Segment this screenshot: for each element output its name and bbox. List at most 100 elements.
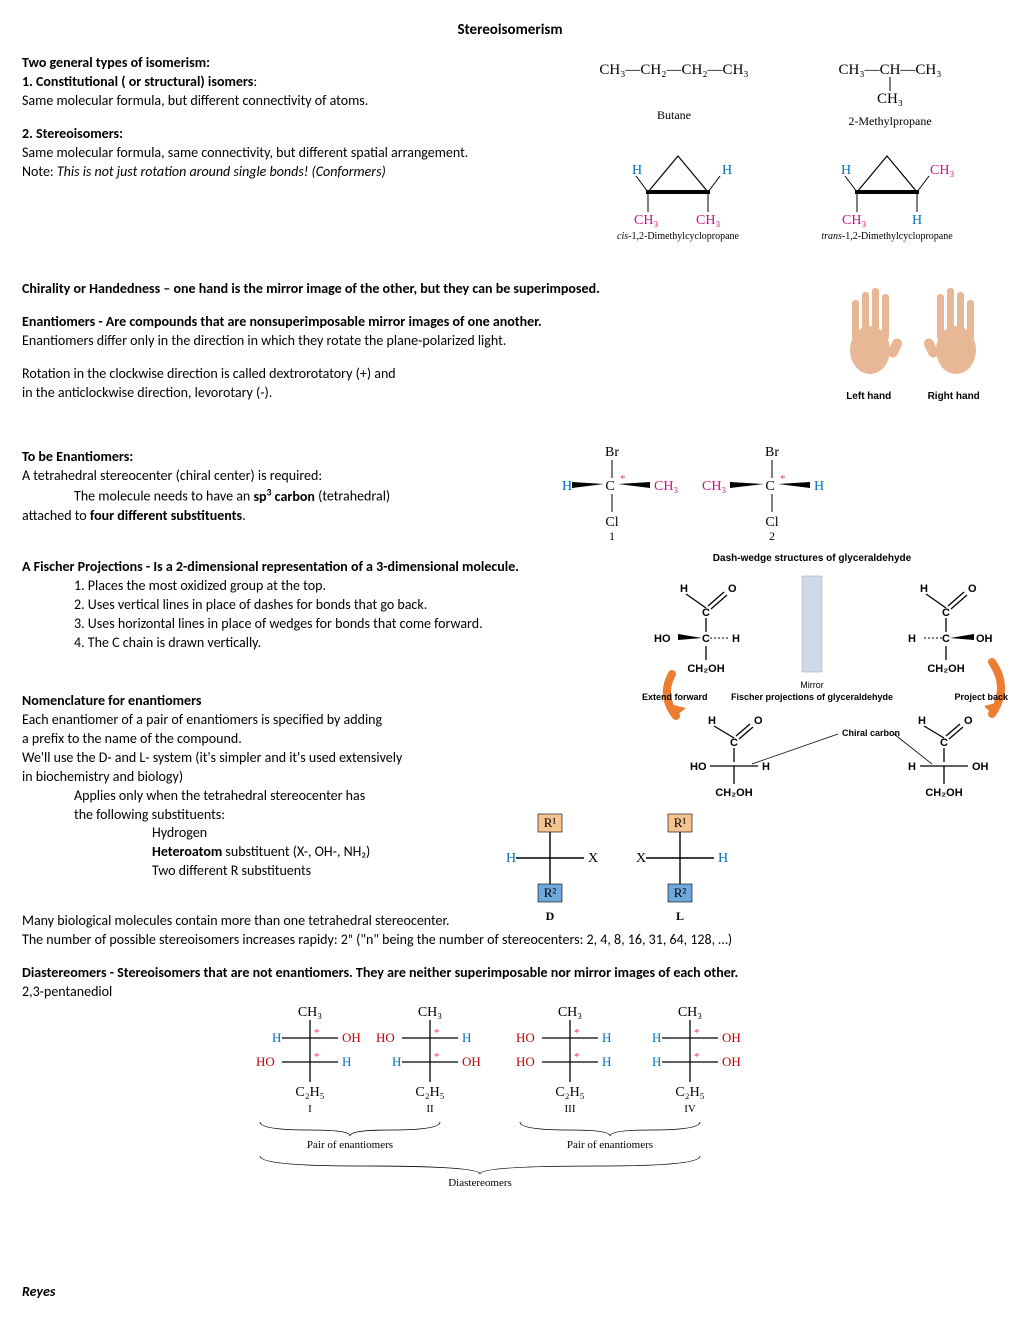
svg-text:H: H bbox=[562, 479, 572, 494]
svg-text:1: 1 bbox=[609, 529, 615, 542]
svg-text:H: H bbox=[506, 851, 516, 866]
figure-cis-cyclopropane: H H CH₃ CH₃ cis-1,2-Dimethylcyclopropane bbox=[588, 150, 768, 244]
svg-text:H: H bbox=[602, 1030, 611, 1045]
svg-text:C₂H₅: C₂H₅ bbox=[675, 1085, 704, 1100]
svg-text:2: 2 bbox=[769, 529, 775, 542]
svg-text:Pair of enantiomers: Pair of enantiomers bbox=[307, 1139, 393, 1151]
svg-text:CH₃: CH₃ bbox=[298, 1005, 322, 1020]
nomen-l4: in biochemistry and biology) bbox=[22, 768, 512, 787]
svg-text:Br: Br bbox=[605, 445, 619, 460]
svg-text:H: H bbox=[718, 851, 728, 866]
svg-text:C₂H₅: C₂H₅ bbox=[295, 1085, 324, 1100]
svg-text:L: L bbox=[676, 909, 684, 923]
intro-item1-desc: Same molecular formula, but different co… bbox=[22, 92, 582, 111]
intro-item2-title: 2. Stereoisomers: bbox=[22, 125, 582, 144]
svg-text:II: II bbox=[426, 1103, 434, 1115]
svg-text:H: H bbox=[342, 1054, 351, 1069]
figure-butane: CH₃—CH₂—CH₂—CH₃ Butane bbox=[574, 60, 774, 122]
svg-text:CH₃: CH₃ bbox=[930, 163, 954, 178]
figure-diastereomers: CH₃ H * OH HO * H C₂H₅ I CH₃ HO * H H bbox=[22, 996, 998, 1192]
svg-text:*: * bbox=[574, 1051, 580, 1063]
svg-text:HO: HO bbox=[654, 633, 671, 645]
nomen-l3: We'll use the D- and L- system (it's sim… bbox=[22, 749, 512, 768]
svg-text:*: * bbox=[574, 1027, 580, 1039]
nomen-l9: Two different R substituents bbox=[22, 862, 512, 881]
svg-text:R¹: R¹ bbox=[674, 815, 687, 830]
chirality-heading: Chirality or Handedness – one hand is th… bbox=[22, 280, 782, 299]
svg-text:C: C bbox=[605, 479, 614, 494]
svg-text:Pair of enantiomers: Pair of enantiomers bbox=[567, 1139, 653, 1151]
intro-heading: Two general types of isomerism: bbox=[22, 54, 582, 73]
svg-text:*: * bbox=[434, 1051, 440, 1063]
nomen-l8: Heteroatom substituent (X-, OH-, NH₂) bbox=[22, 843, 512, 862]
svg-text:D: D bbox=[546, 909, 555, 923]
svg-text:C: C bbox=[765, 479, 774, 494]
svg-text:C: C bbox=[942, 607, 950, 619]
svg-text:H: H bbox=[632, 163, 642, 178]
svg-text:H: H bbox=[602, 1054, 611, 1069]
svg-text:C₂H₅: C₂H₅ bbox=[415, 1085, 444, 1100]
nomen-l6: the following substituents: bbox=[22, 806, 512, 825]
svg-text:H: H bbox=[732, 633, 740, 645]
svg-text:C: C bbox=[702, 633, 710, 645]
svg-text:HO: HO bbox=[516, 1030, 535, 1045]
tobe-line3: attached to four different substituents. bbox=[22, 507, 542, 526]
intro-item2-note: Note: This is not just rotation around s… bbox=[22, 163, 582, 182]
rotation1: Rotation in the clockwise direction is c… bbox=[22, 365, 782, 384]
figure-trans-cyclopropane: H CH₃ CH₃ H trans-1,2-Dimethylcyclopropa… bbox=[792, 150, 982, 244]
svg-text:CH₃: CH₃ bbox=[696, 213, 720, 228]
svg-text:CH₃: CH₃ bbox=[678, 1005, 702, 1020]
footer-author: Reyes bbox=[22, 1283, 55, 1302]
svg-text:H: H bbox=[462, 1030, 471, 1045]
svg-text:OH: OH bbox=[722, 1054, 741, 1069]
intro-item2-desc: Same molecular formula, same connectivit… bbox=[22, 144, 582, 163]
svg-text:X: X bbox=[588, 851, 598, 866]
svg-text:*: * bbox=[314, 1027, 320, 1039]
intro-item1: 1. Constitutional ( or structural) isome… bbox=[22, 73, 582, 92]
svg-text:H: H bbox=[652, 1030, 661, 1045]
svg-text:*: * bbox=[434, 1027, 440, 1039]
enantiomers-title: Enantiomers - Are compounds that are non… bbox=[22, 313, 782, 332]
svg-text:H: H bbox=[392, 1054, 401, 1069]
svg-text:H: H bbox=[908, 633, 916, 645]
svg-text:H: H bbox=[912, 213, 922, 228]
svg-text:*: * bbox=[694, 1027, 700, 1039]
svg-text:CH₃: CH₃ bbox=[702, 479, 726, 494]
rotation2: in the anticlockwise direction, levorota… bbox=[22, 384, 782, 403]
svg-text:R²: R² bbox=[544, 885, 557, 900]
svg-text:C: C bbox=[942, 633, 950, 645]
figure-methylpropane: CH₃—CH—CH₃ CH₃ 2-Methylpropane bbox=[800, 60, 980, 129]
figure-d-l: R¹ H X R² D R¹ X H R² L bbox=[492, 812, 752, 938]
svg-text:R¹: R¹ bbox=[544, 815, 557, 830]
svg-text:H: H bbox=[272, 1030, 281, 1045]
svg-text:Br: Br bbox=[765, 445, 779, 460]
svg-text:C: C bbox=[702, 607, 710, 619]
svg-text:H: H bbox=[814, 479, 824, 494]
nomen-l2: a prefix to the name of the compound. bbox=[22, 730, 512, 749]
dia-heading: Diastereomers - Stereoisomers that are n… bbox=[22, 964, 998, 983]
svg-text:CH₃: CH₃ bbox=[654, 479, 678, 494]
svg-text:CH₃: CH₃ bbox=[634, 213, 658, 228]
nomen-heading: Nomenclature for enantiomers bbox=[22, 692, 512, 711]
enantiomers-desc: Enantiomers differ only in the direction… bbox=[22, 332, 782, 351]
svg-text:HO: HO bbox=[256, 1054, 275, 1069]
svg-text:C₂H₅: C₂H₅ bbox=[555, 1085, 584, 1100]
svg-text:I: I bbox=[308, 1103, 312, 1115]
nomen-l5: Applies only when the tetrahedral stereo… bbox=[22, 787, 512, 806]
svg-text:X: X bbox=[636, 851, 646, 866]
svg-text:CH₂OH: CH₂OH bbox=[687, 663, 724, 675]
svg-text:*: * bbox=[780, 473, 786, 485]
svg-text:HO: HO bbox=[516, 1054, 535, 1069]
svg-text:Diastereomers: Diastereomers bbox=[448, 1177, 512, 1186]
svg-text:IV: IV bbox=[684, 1103, 696, 1115]
svg-text:CH₃: CH₃ bbox=[418, 1005, 442, 1020]
svg-text:Mirror: Mirror bbox=[800, 680, 824, 690]
svg-text:CH₂OH: CH₂OH bbox=[927, 663, 964, 675]
svg-text:HO: HO bbox=[376, 1030, 395, 1045]
svg-text:*: * bbox=[620, 473, 626, 485]
tobe-line2: The molecule needs to have an sp3 carbon… bbox=[22, 486, 542, 507]
svg-text:CH₃: CH₃ bbox=[558, 1005, 582, 1020]
svg-text:R²: R² bbox=[674, 885, 687, 900]
svg-text:H: H bbox=[652, 1054, 661, 1069]
figure-hands: Left hand Right hand bbox=[828, 274, 998, 403]
